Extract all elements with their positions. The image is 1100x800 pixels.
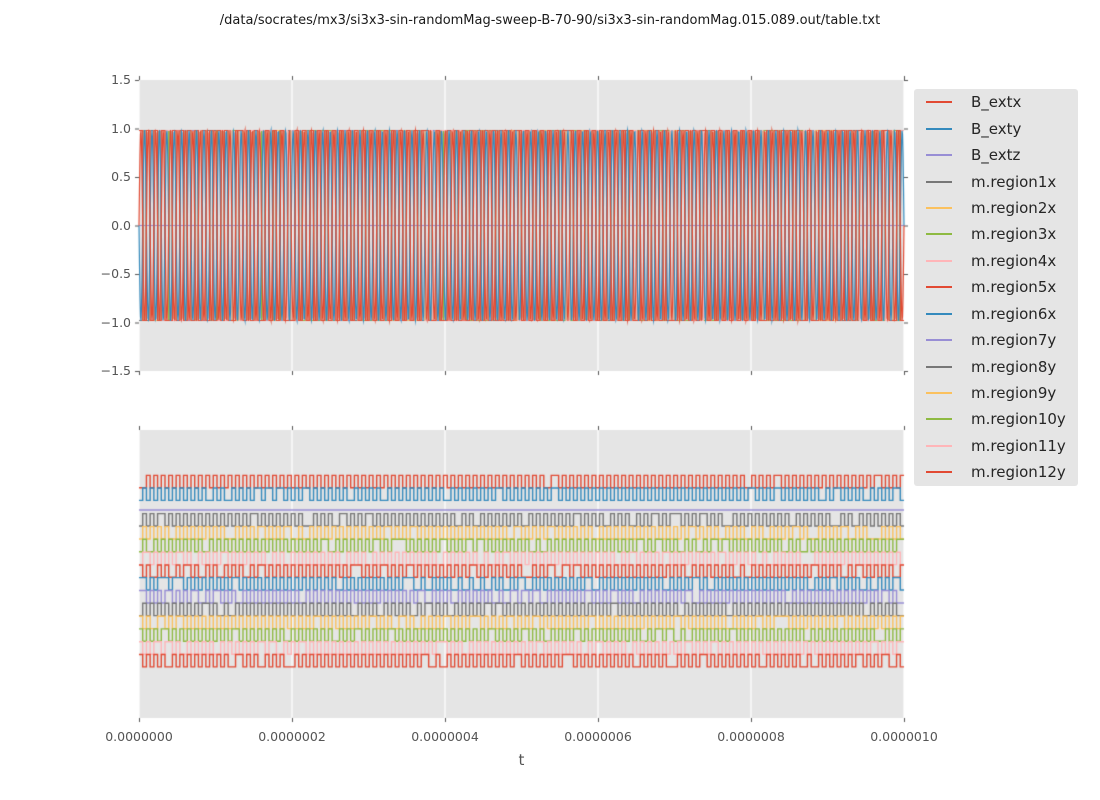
legend-item: m.region8y [914,353,1078,379]
y-axis-tick-label: −1.0 [100,315,131,330]
x-axis-tick-label: 0.0000000 [105,729,173,744]
legend-swatch [926,392,952,395]
legend-item: m.region5x [914,274,1078,300]
legend-label: m.region2x [971,198,1057,217]
legend-item: B_exty [914,115,1078,141]
legend-item: m.region4x [914,248,1078,274]
legend-label: m.region9y [971,384,1057,403]
legend-item: m.region10y [914,406,1078,432]
x-axis-tick-label: 0.0000006 [564,729,632,744]
x-axis-title: t [518,751,525,769]
legend-item: m.region3x [914,221,1078,247]
y-axis-tick-label: 0.5 [111,169,131,184]
legend-swatch [926,444,952,447]
legend: B_extx B_exty B_extz m.region1x m.region… [914,89,1078,486]
x-axis-tick-label: 0.0000010 [870,729,938,744]
legend-swatch [926,206,952,209]
legend-item: m.region6x [914,301,1078,327]
legend-swatch [926,418,952,421]
legend-item: m.region12y [914,459,1078,485]
legend-label: B_exty [971,119,1022,138]
legend-item: m.region1x [914,168,1078,194]
legend-item: B_extz [914,142,1078,168]
legend-swatch [926,471,952,474]
legend-label: m.region10y [971,410,1066,429]
y-axis-tick-label: 1.5 [111,72,131,87]
legend-swatch [926,180,952,183]
legend-swatch [926,154,952,157]
legend-label: m.region4x [971,251,1057,270]
legend-swatch [926,365,952,368]
x-axis-tick-label: 0.0000004 [411,729,479,744]
x-axis-tick-label: 0.0000008 [717,729,785,744]
legend-swatch [926,286,952,289]
x-axis-tick-label: 0.0000002 [258,729,326,744]
legend-label: B_extz [971,146,1021,165]
legend-item: m.region11y [914,433,1078,459]
legend-label: m.region3x [971,225,1057,244]
legend-label: m.region6x [971,304,1057,323]
legend-label: B_extx [971,93,1022,112]
legend-swatch [926,101,952,104]
y-axis-tick-label: 1.0 [111,121,131,136]
legend-swatch [926,259,952,262]
legend-item: m.region7y [914,327,1078,353]
legend-label: m.region8y [971,357,1057,376]
legend-swatch [926,312,952,315]
chart-title: /data/socrates/mx3/si3x3-sin-randomMag-s… [219,13,881,28]
bottom-plot-area [139,430,904,718]
legend-swatch [926,339,952,342]
legend-label: m.region5x [971,278,1057,297]
legend-label: m.region7y [971,331,1057,350]
legend-swatch [926,233,952,236]
legend-label: m.region1x [971,172,1057,191]
legend-item: m.region2x [914,195,1078,221]
legend-swatch [926,127,952,130]
legend-label: m.region12y [971,463,1066,482]
y-axis-tick-label: 0.0 [111,218,131,233]
top-plot-area [139,80,904,371]
legend-item: B_extx [914,89,1078,115]
y-axis-tick-label: −0.5 [100,266,131,281]
y-axis-tick-label: −1.5 [100,363,131,378]
legend-item: m.region9y [914,380,1078,406]
legend-label: m.region11y [971,436,1066,455]
